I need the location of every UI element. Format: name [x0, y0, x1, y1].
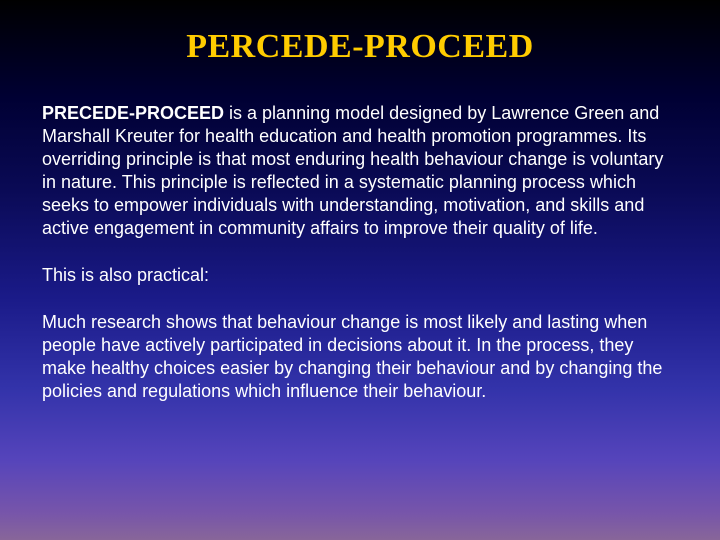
paragraph-3: Much research shows that behaviour chang…: [42, 311, 678, 403]
paragraph-1-rest: is a planning model designed by Lawrence…: [42, 103, 663, 238]
slide-container: PERCEDE-PROCEED PRECEDE-PROCEED is a pla…: [0, 0, 720, 540]
paragraph-2: This is also practical:: [42, 264, 678, 287]
paragraph-1: PRECEDE-PROCEED is a planning model desi…: [42, 102, 678, 240]
paragraph-1-lead: PRECEDE-PROCEED: [42, 103, 224, 123]
slide-title: PERCEDE-PROCEED: [42, 28, 678, 66]
slide-body: PRECEDE-PROCEED is a planning model desi…: [42, 102, 678, 403]
